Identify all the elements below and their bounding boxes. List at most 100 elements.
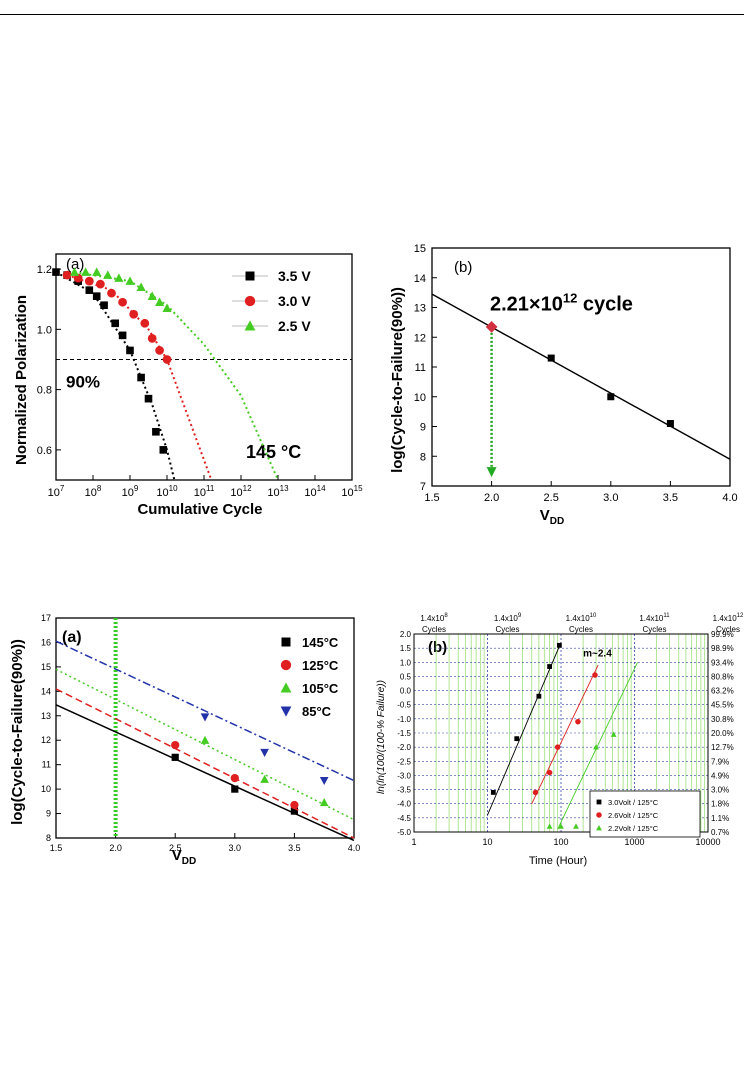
- data-point: [92, 292, 101, 300]
- data-point: [546, 769, 553, 776]
- y-tick-label: -3.0: [397, 771, 411, 780]
- data-point: [171, 740, 180, 750]
- fit-line: [55, 640, 355, 782]
- y-axis-label: ln(ln(100/(100-% Failure)): [376, 680, 387, 794]
- y-tick-label: -0.5: [397, 701, 411, 710]
- fit-line: [557, 662, 638, 830]
- legend-marker: [244, 295, 256, 307]
- right-tick-label: 98.9%: [711, 644, 734, 653]
- data-point: [136, 282, 146, 291]
- threshold-label: 90%: [66, 372, 100, 391]
- panel-label: (b): [454, 259, 472, 276]
- y-tick-label: 2.0: [400, 630, 412, 639]
- legend-label: 2.2Volt / 125°C: [608, 824, 659, 833]
- y-tick-label: 1.0: [400, 658, 412, 667]
- y-tick-label: -4.0: [397, 800, 411, 809]
- data-point: [114, 273, 124, 282]
- right-tick-label: 93.4%: [711, 658, 734, 667]
- data-point: [200, 713, 210, 722]
- panel-label: (a): [62, 629, 82, 646]
- x-tick-label: 10000: [695, 837, 720, 847]
- legend-label: 2.6Volt / 125°C: [608, 811, 659, 820]
- legend-label: 2.5 V: [278, 318, 311, 334]
- y-tick-label: 1.2: [37, 264, 52, 276]
- y-tick-label: 12: [41, 735, 51, 745]
- data-point: [137, 373, 145, 382]
- data-point: [547, 664, 553, 669]
- data-point: [554, 744, 561, 750]
- data-point: [69, 267, 80, 276]
- y-axis-label: log(Cycle-to-Failure(90%)): [9, 639, 26, 825]
- data-point: [230, 773, 239, 783]
- x-tick-label: 1.5: [50, 843, 63, 853]
- data-point: [162, 355, 172, 364]
- legend-marker: [245, 271, 255, 281]
- temperature-annotation: 145 °C: [246, 442, 301, 462]
- x-tick-label: 1013: [267, 484, 289, 499]
- x-tick-label: 10: [482, 837, 492, 847]
- x-tick-label: 3.5: [663, 492, 678, 504]
- y-tick-label: 17: [41, 613, 51, 623]
- y-tick-label: -1.5: [397, 729, 411, 738]
- x-tick-label: 108: [85, 484, 102, 499]
- fit-line: [431, 293, 731, 460]
- x-tick-label: 1000: [624, 837, 644, 847]
- y-tick-label: 0.6: [37, 445, 52, 457]
- data-point: [92, 267, 102, 276]
- legend-marker: [596, 799, 602, 805]
- legend-marker: [280, 682, 292, 693]
- x-tick-label: 1010: [156, 484, 178, 499]
- data-point: [231, 785, 239, 793]
- fit-line: [55, 688, 355, 839]
- data-point: [118, 297, 127, 307]
- legend-box: [589, 790, 701, 838]
- data-point: [126, 346, 134, 355]
- data-point: [111, 319, 119, 328]
- data-point: [666, 420, 674, 428]
- data-point: [52, 268, 60, 276]
- data-point: [107, 288, 116, 298]
- plot-frame: [55, 617, 355, 839]
- top-tick-unit: Cycles: [716, 625, 740, 634]
- right-tick-label: 4.9%: [711, 771, 729, 780]
- y-tick-label: 13: [414, 303, 426, 315]
- top-tick-value: 1.4x108: [420, 613, 448, 623]
- cycle-annotation: 2.21×1012 cycle: [490, 290, 633, 315]
- y-tick-label: 12: [414, 332, 426, 344]
- legend-label: 3.0Volt / 125°C: [608, 798, 659, 807]
- right-tick-label: 30.8%: [711, 715, 734, 724]
- data-point: [319, 776, 329, 786]
- data-point: [152, 427, 160, 436]
- y-tick-label: 8: [46, 833, 51, 843]
- top-tick-value: 1.4x109: [494, 613, 522, 623]
- y-tick-label: 16: [41, 637, 51, 647]
- top-tick-unit: Cycles: [422, 625, 446, 634]
- x-axis-label: VDD: [172, 847, 196, 867]
- y-tick-label: -4.5: [397, 814, 411, 823]
- y-tick-label: -2.5: [397, 757, 411, 766]
- data-point: [556, 642, 562, 648]
- arrow-head: [486, 467, 497, 478]
- y-tick-label: 0.5: [400, 672, 412, 681]
- plot-frame: [413, 633, 709, 833]
- right-tick-label: 45.5%: [711, 701, 734, 710]
- x-axis-label: VDD: [540, 507, 564, 527]
- data-point: [547, 354, 555, 362]
- legend-label: 105°C: [302, 681, 339, 696]
- x-tick-label: 2.0: [109, 843, 122, 853]
- legend-marker: [280, 706, 292, 717]
- y-tick-label: 1.5: [400, 644, 412, 653]
- top-tick-value: 1.4x1010: [566, 613, 597, 623]
- y-tick-label: 8: [420, 451, 426, 463]
- x-tick-label: 100: [553, 837, 568, 847]
- data-point: [96, 279, 105, 289]
- right-tick-label: 63.2%: [711, 687, 734, 696]
- top-tick-unit: Cycles: [642, 625, 666, 634]
- extrapolated-point: [485, 320, 498, 333]
- page-top-rule: [0, 14, 744, 15]
- panel-label: (b): [428, 639, 447, 656]
- y-tick-label: 9: [420, 422, 426, 434]
- y-axis-label: log(Cycle-to-Failure(90%)): [389, 287, 406, 473]
- x-tick-label: 1.5: [424, 492, 439, 504]
- y-tick-label: 1.0: [37, 324, 52, 336]
